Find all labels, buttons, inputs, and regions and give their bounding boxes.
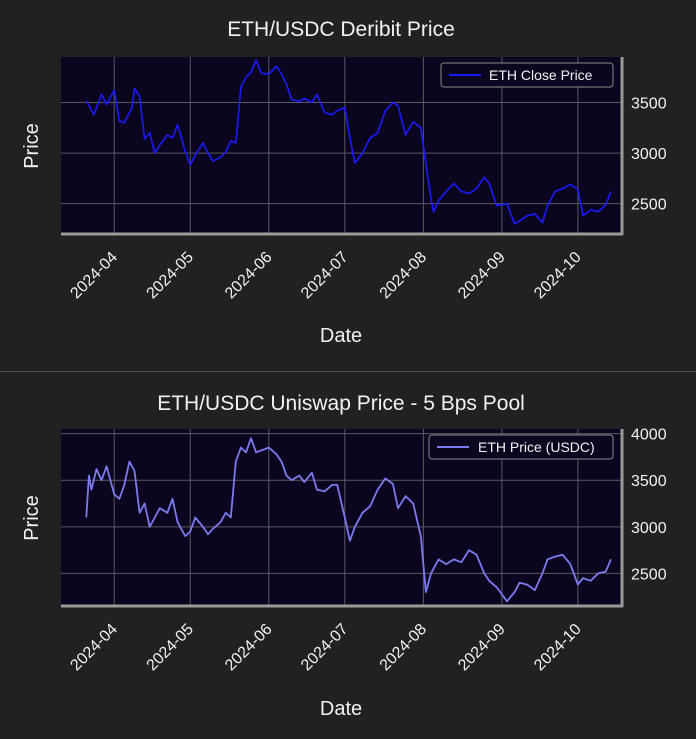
x-tick-label: 2024-04 — [67, 249, 121, 303]
y-axis-label: Price — [21, 495, 43, 541]
deribit-price-chart: ETH/USDC Deribit Price 2024-04 2024-05 202… — [21, 18, 667, 347]
axes — [61, 429, 624, 608]
x-tick-label: 2024-07 — [298, 249, 352, 303]
legend: ETH Price (USDC) — [428, 434, 614, 460]
legend-box — [428, 434, 614, 460]
price-line — [85, 59, 612, 225]
series-line — [85, 59, 612, 225]
x-tick-label: 2024-08 — [377, 249, 431, 303]
chart-title: ETH/USDC Uniswap Price - 5 Bps Pool — [157, 392, 525, 415]
legend: ETH Close Price — [440, 62, 614, 88]
uniswap-price-chart: ETH/USDC Uniswap Price - 5 Bps Pool 2024… — [21, 392, 667, 720]
x-axis-label: Date — [320, 698, 362, 720]
x-tick-label: 2024-10 — [531, 249, 585, 303]
y-tick-label: 4000 — [631, 427, 667, 444]
x-tick-label: 2024-05 — [144, 249, 198, 303]
y-tick-label: 3500 — [631, 473, 667, 490]
legend-label: ETH Close Price — [489, 67, 593, 83]
series-line — [85, 437, 612, 603]
x-axis-label: Date — [320, 325, 362, 347]
x-tick-label: 2024-04 — [67, 621, 121, 675]
chart-title: ETH/USDC Deribit Price — [227, 18, 455, 41]
legend-box — [440, 62, 614, 88]
y-tick-label: 3500 — [631, 96, 667, 113]
y-tick-label: 3000 — [631, 520, 667, 537]
x-tick-label: 2024-05 — [144, 621, 198, 675]
grid-lines — [61, 429, 621, 606]
x-tick-label: 2024-06 — [222, 621, 276, 675]
x-tick-label: 2024-09 — [455, 249, 509, 303]
y-tick-label: 2500 — [631, 197, 667, 214]
grid-lines — [61, 57, 621, 234]
x-tick-labels: 2024-04 2024-05 2024-06 2024-07 2024-08 2024-… — [67, 249, 584, 303]
axes — [61, 57, 624, 236]
y-tick-labels: 2500 3000 3500 — [631, 96, 667, 214]
y-axis-label: Price — [21, 123, 43, 169]
y-tick-label: 3000 — [631, 146, 667, 163]
y-tick-labels: 2500 3000 3500 4000 — [631, 427, 667, 584]
chart-divider — [0, 371, 696, 372]
x-tick-label: 2024-09 — [455, 621, 509, 675]
x-tick-label: 2024-06 — [222, 249, 276, 303]
y-tick-label: 2500 — [631, 566, 667, 583]
x-tick-labels: 2024-04 2024-05 2024-06 2024-07 2024-08 2024-… — [67, 621, 584, 675]
x-tick-label: 2024-10 — [531, 621, 585, 675]
legend-label: ETH Price (USDC) — [478, 439, 595, 455]
price-line — [85, 437, 612, 603]
x-tick-label: 2024-08 — [377, 621, 431, 675]
x-tick-label: 2024-07 — [298, 621, 352, 675]
